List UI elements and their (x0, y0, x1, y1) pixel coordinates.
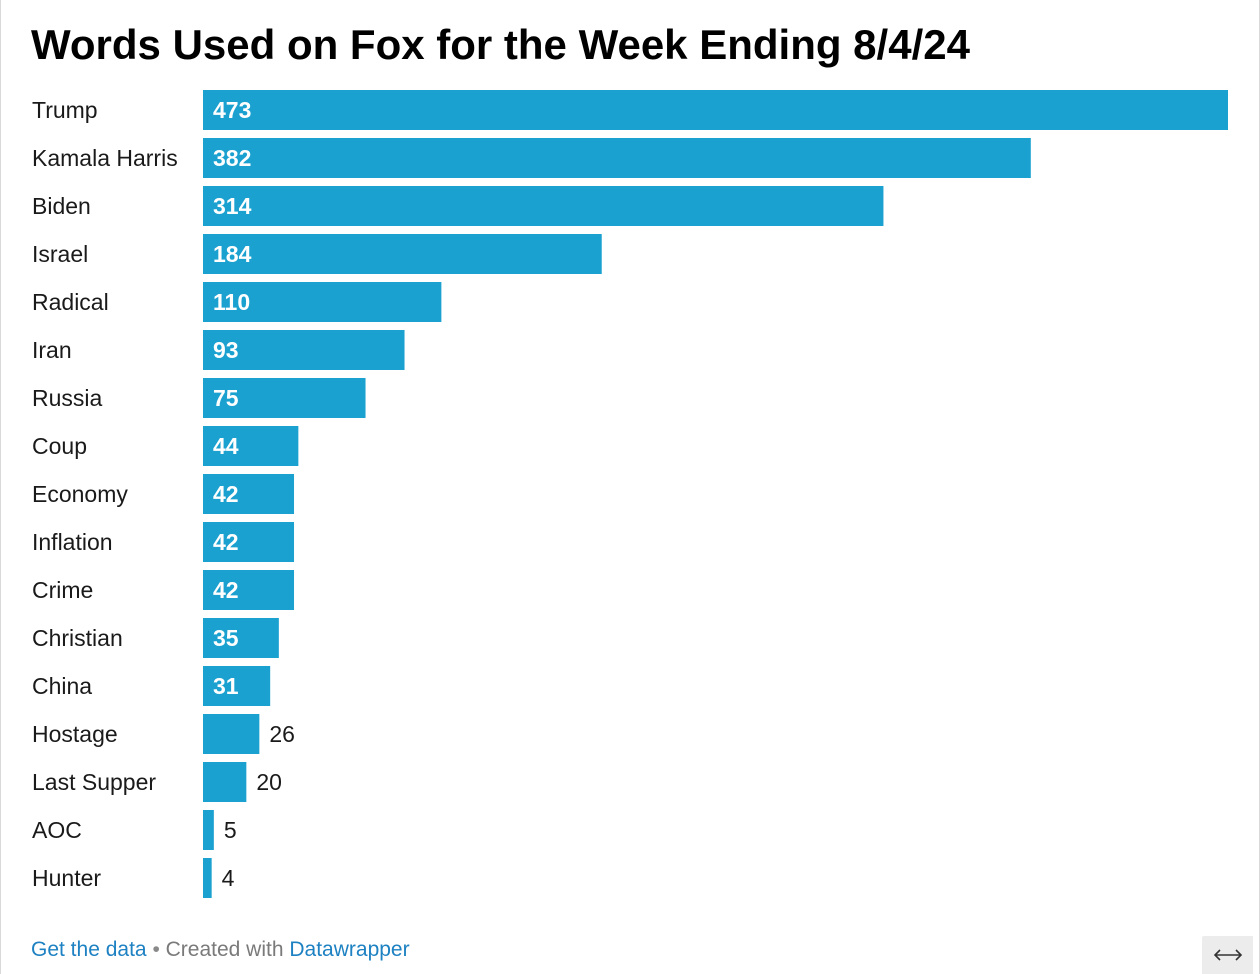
value-label: 20 (256, 769, 282, 795)
horizontal-double-arrow-icon (1213, 949, 1242, 961)
value-label: 42 (213, 577, 239, 603)
category-label: Last Supper (32, 769, 156, 795)
bar (203, 714, 260, 754)
value-label: 35 (213, 625, 239, 651)
bar (203, 474, 295, 514)
bar (203, 666, 271, 706)
bar (203, 522, 295, 562)
category-label: Inflation (32, 529, 113, 555)
bar (203, 570, 295, 610)
category-label: Crime (32, 577, 93, 603)
bar (203, 858, 212, 898)
expand-button[interactable] (1202, 936, 1253, 974)
datawrapper-link[interactable]: Datawrapper (289, 938, 410, 961)
category-label: Economy (32, 481, 128, 507)
chart-footer: Get the data • Created with Datawrapper (31, 936, 410, 964)
value-label: 44 (213, 433, 239, 459)
category-label: Iran (32, 337, 72, 363)
bar (203, 618, 279, 658)
category-label: Christian (32, 625, 123, 651)
bar (203, 138, 1031, 178)
category-label: AOC (32, 817, 82, 843)
value-label: 42 (213, 529, 239, 555)
value-label: 4 (222, 865, 235, 891)
get-the-data-link[interactable]: Get the data (31, 938, 147, 961)
value-label: 184 (213, 241, 252, 267)
category-label: China (32, 673, 92, 699)
category-label: Hostage (32, 721, 118, 747)
value-label: 110 (213, 289, 250, 315)
footer-separator: • (152, 938, 160, 961)
value-label: 93 (213, 337, 239, 363)
value-label: 5 (224, 817, 237, 843)
value-label: 26 (269, 721, 295, 747)
category-label: Radical (32, 289, 109, 315)
created-with-text: Created with (165, 938, 284, 961)
bar (203, 426, 299, 466)
bar (203, 234, 602, 274)
value-label: 314 (213, 193, 252, 219)
value-label: 473 (213, 97, 251, 123)
bar (203, 186, 884, 226)
category-label: Israel (32, 241, 88, 267)
category-label: Russia (32, 385, 103, 411)
category-label: Trump (32, 97, 98, 123)
value-label: 31 (213, 673, 239, 699)
bar (203, 330, 405, 370)
bar (203, 90, 1228, 130)
bar (203, 810, 214, 850)
bar (203, 378, 366, 418)
value-label: 75 (213, 385, 239, 411)
bar (203, 762, 247, 802)
value-label: 42 (213, 481, 239, 507)
category-label: Hunter (32, 865, 101, 891)
value-label: 382 (213, 145, 251, 171)
chart-title: Words Used on Fox for the Week Ending 8/… (31, 21, 970, 68)
category-label: Kamala Harris (32, 145, 178, 171)
category-label: Coup (32, 433, 87, 459)
bar (203, 282, 442, 322)
category-label: Biden (32, 193, 91, 219)
